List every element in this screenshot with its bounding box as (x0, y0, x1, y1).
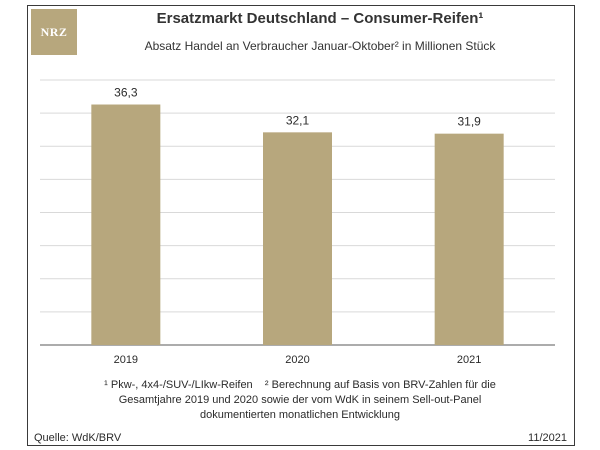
date-note: 11/2021 (528, 432, 567, 444)
x-tick-label-2019: 2019 (114, 354, 138, 366)
bar-2020 (263, 132, 332, 345)
x-tick-label-2020: 2020 (285, 354, 309, 366)
value-label-2021: 31,9 (457, 115, 481, 129)
chart-frame (27, 5, 575, 446)
footnote: ¹ Pkw-, 4x4-/SUV-/LIkw-Reifen ² Berechnu… (40, 378, 560, 423)
chart-subtitle: Absatz Handel an Verbraucher Januar-Okto… (144, 39, 496, 53)
source-note: Quelle: WdK/BRV (34, 432, 122, 444)
bar-2021 (434, 133, 504, 345)
logo-text: NRZ (40, 24, 68, 39)
value-label-2019: 36,3 (114, 86, 138, 100)
chart-title: Ersatzmarkt Deutschland – Consumer-Reife… (156, 10, 484, 27)
footnote-line-2: Gesamtjahre 2019 und 2020 sowie der vom … (118, 394, 482, 406)
x-tick-label-2021: 2021 (457, 354, 481, 366)
value-label-2020: 32,1 (286, 113, 310, 127)
bar-2019 (91, 104, 161, 345)
nrz-logo: NRZ (31, 9, 77, 55)
labels: 36,3 2019 32,1 2020 31,9 2021 (114, 86, 482, 366)
footnote-line-1: ¹ Pkw-, 4x4-/SUV-/LIkw-Reifen ² Berechnu… (104, 379, 496, 391)
bars (91, 104, 504, 345)
footnote-line-3: dokumentierten monatlichen Entwicklung (200, 409, 400, 421)
